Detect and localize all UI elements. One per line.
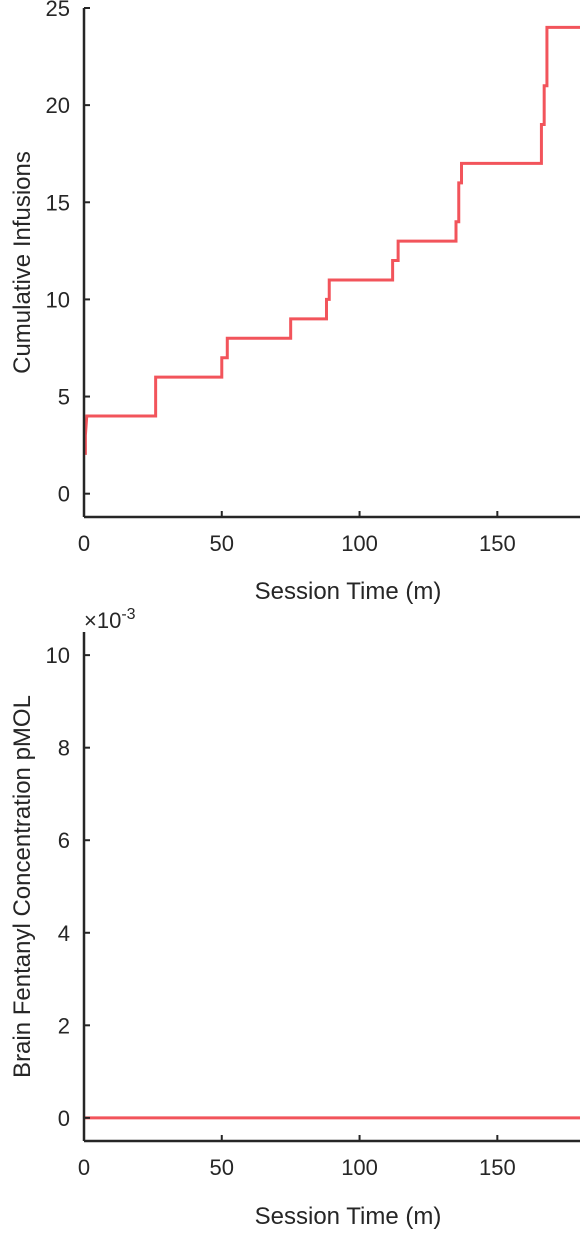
exponent-power: -3: [121, 606, 135, 623]
infusions-y-tick-label-2: 10: [46, 287, 70, 312]
exponent-base: ×10: [84, 608, 121, 633]
fentanyl-y-tick-label-2: 4: [58, 921, 70, 946]
infusions-y-tick-label-5: 25: [46, 0, 70, 21]
fentanyl-x-tick-label-2: 100: [341, 1155, 378, 1180]
infusions-x-tick-label-1: 50: [210, 531, 234, 556]
infusions-y-tick-label-1: 5: [58, 385, 70, 410]
infusions-x-tick-label-3: 150: [479, 531, 516, 556]
infusions-series-line-0: [83, 25, 580, 455]
fentanyl-y-axis-label: Brain Fentanyl Concentration pMOL: [9, 695, 36, 1078]
chart-cumulative-infusions: 0 50 100 150 0 5 10 15 20 25 Session Time (m) Cumul…: [9, 0, 580, 605]
fentanyl-y-tick-label-3: 6: [58, 828, 70, 853]
infusions-y-axis-label: Cumulative Infusions: [9, 151, 36, 374]
infusions-x-axis-label: Session Time (m): [255, 578, 442, 605]
fentanyl-y-exponent-label: ×10-3: [84, 606, 136, 633]
infusions-y-tick-label-3: 15: [46, 190, 70, 215]
infusions-y-tick-label-4: 20: [46, 93, 70, 118]
fentanyl-y-tick-label-4: 8: [58, 736, 70, 761]
fentanyl-x-tick-label-1: 50: [210, 1155, 234, 1180]
chart-brain-fentanyl-concentration: 0 50 100 150 0 2 4 6 8 10 Session Time (m) Brain Fe…: [9, 606, 580, 1230]
infusions-y-tick-label-0: 0: [58, 482, 70, 507]
fentanyl-x-tick-label-0: 0: [78, 1155, 90, 1180]
infusions-x-tick-label-0: 0: [78, 531, 90, 556]
fentanyl-y-tick-label-1: 2: [58, 1013, 70, 1038]
fentanyl-y-tick-label-0: 0: [58, 1106, 70, 1131]
infusions-x-tick-label-2: 100: [341, 531, 378, 556]
fentanyl-y-tick-label-5: 10: [46, 643, 70, 668]
fentanyl-x-axis-label: Session Time (m): [255, 1203, 442, 1230]
fentanyl-x-tick-label-3: 150: [479, 1155, 516, 1180]
